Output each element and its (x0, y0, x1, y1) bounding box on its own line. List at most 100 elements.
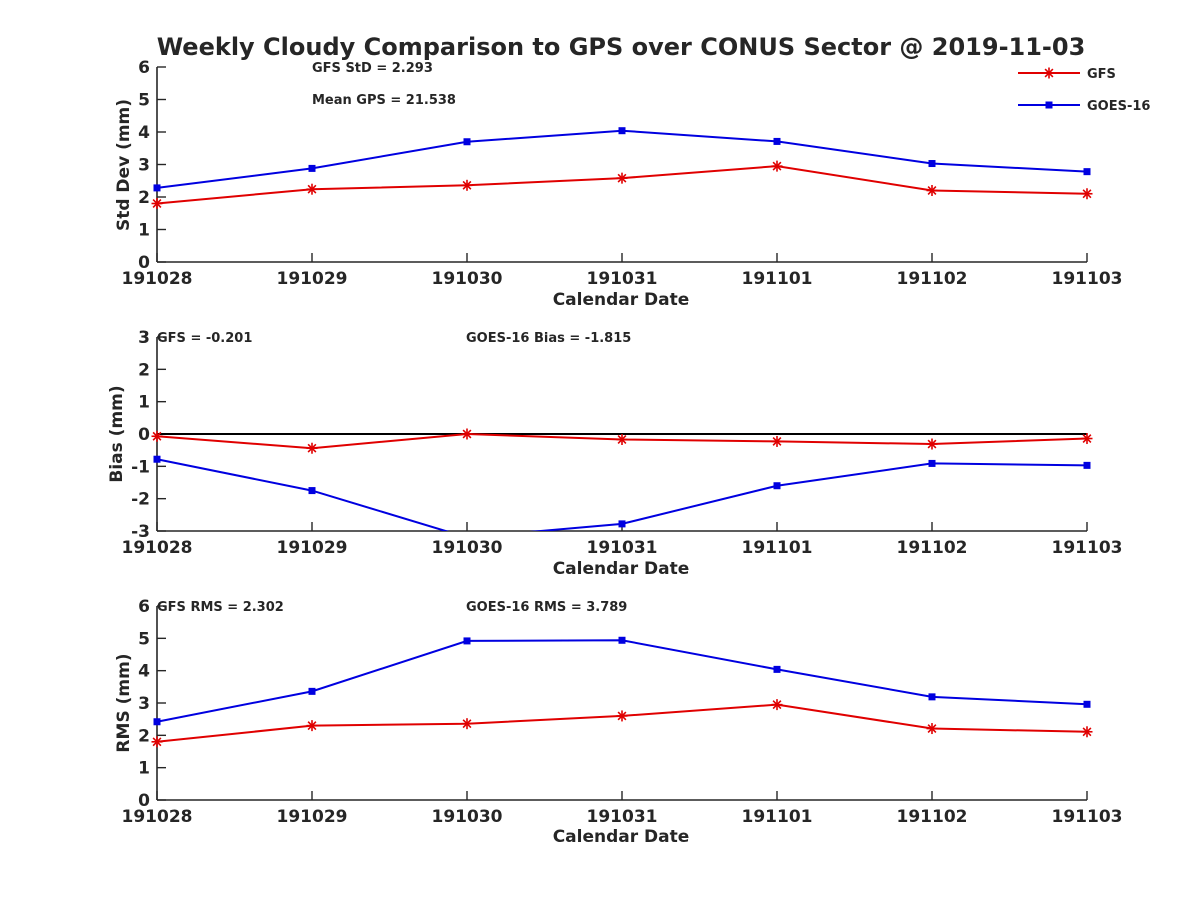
bias-series-group (151, 428, 1093, 531)
rms-goes-point (618, 636, 626, 644)
bias-goes-point (308, 487, 316, 495)
bias-x-tick-label: 191029 (277, 538, 348, 558)
bias-y-tick-label: 3 (138, 328, 150, 348)
stddev-goes-point (618, 127, 626, 135)
rms-gfs-point (151, 736, 163, 748)
rms-goes-point (1083, 700, 1091, 708)
bias-goes-point (618, 520, 626, 528)
rms-gfs-point (461, 718, 473, 730)
stddev-plot-area: 0 1 2 3 4 5 6 191028 191029 191030 191031 191101 191… (122, 58, 1123, 289)
stddev-y-tick-label: 4 (138, 123, 150, 143)
bias-gfs-point (306, 442, 318, 454)
stddev-goes-point (928, 160, 936, 168)
rms-panel: GFS RMS = 2.302 GOES-16 RMS = 3.789 RMS … (114, 597, 1122, 847)
bias-y-tick-label: -3 (131, 522, 150, 542)
stddev-x-tick-label: 191102 (897, 269, 968, 289)
rms-series-group (151, 636, 1093, 748)
bias-goes-point (153, 455, 161, 463)
rms-y-tick-label: 2 (138, 726, 150, 746)
bias-y-tick-label: 0 (138, 425, 150, 445)
bias-xlabel: Calendar Date (553, 559, 690, 579)
legend-goes-label: GOES-16 (1087, 99, 1150, 114)
stddev-gfs-point (771, 160, 783, 172)
stddev-x-tick-label: 191103 (1052, 269, 1123, 289)
bias-goes-point (773, 482, 781, 490)
stddev-gfs-point (306, 183, 318, 195)
rms-plot-area: 0 1 2 3 4 5 6 191028 191029 191030 191031 191101 191… (122, 597, 1123, 827)
rms-x-tick-label: 191103 (1052, 807, 1123, 827)
stddev-annotation-gfs: GFS StD = 2.293 (312, 61, 433, 76)
rms-goes-point (463, 637, 471, 645)
rms-gfs-point (926, 723, 938, 735)
rms-y-tick-label: 4 (138, 662, 150, 682)
bias-gfs-point (771, 435, 783, 447)
rms-goes-point (153, 718, 161, 726)
figure-title: Weekly Cloudy Comparison to GPS over CON… (157, 33, 1086, 61)
stddev-y-tick-label: 3 (138, 156, 150, 176)
bias-plot-area: -3 -2 -1 0 1 2 3 191028 191029 191030 191031 191101… (122, 328, 1123, 558)
legend-gfs-asterisk (1043, 67, 1055, 79)
stddev-panel: GFS StD = 2.293 Mean GPS = 21.538 Std De… (114, 58, 1122, 310)
rms-y-tick-label: 1 (138, 759, 150, 779)
stddev-gfs-point (461, 179, 473, 191)
stddev-gfs-point (151, 198, 163, 209)
rms-annotation-gfs: GFS RMS = 2.302 (157, 600, 284, 615)
bias-x-tick-label: 191031 (587, 538, 658, 558)
stddev-goes-point (1083, 168, 1091, 176)
rms-ylabel: RMS (mm) (114, 653, 134, 752)
bias-x-tick-label: 191102 (897, 538, 968, 558)
rms-xlabel: Calendar Date (553, 827, 690, 847)
stddev-annotation-mean: Mean GPS = 21.538 (312, 93, 456, 108)
stddev-y-tick-label: 5 (138, 91, 150, 111)
rms-y-tick-label: 5 (138, 629, 150, 649)
rms-gfs-point (306, 720, 318, 732)
stddev-goes-point (308, 164, 316, 172)
bias-ylabel: Bias (mm) (107, 385, 127, 482)
bias-gfs-point (926, 438, 938, 450)
rms-x-tick-label: 191031 (587, 807, 658, 827)
legend-gfs-label: GFS (1087, 67, 1116, 82)
legend-goes-marker (1045, 101, 1053, 109)
rms-y-tick-label: 0 (138, 791, 150, 811)
bias-x-tick-label: 191028 (122, 538, 193, 558)
rms-goes-point (928, 693, 936, 701)
stddev-y-tick-label: 1 (138, 221, 150, 241)
bias-x-tick-label: 191030 (432, 538, 503, 558)
stddev-x-tick-label: 191028 (122, 269, 193, 289)
stddev-x-tick-label: 191030 (432, 269, 503, 289)
bias-goes-point (1083, 461, 1091, 469)
rms-x-tick-label: 191029 (277, 807, 348, 827)
bias-gfs-point (1081, 433, 1093, 445)
stddev-ylabel: Std Dev (mm) (114, 99, 134, 231)
rms-goes-point (773, 665, 781, 673)
stddev-y-tick-label: 6 (138, 58, 150, 78)
rms-x-tick-label: 191030 (432, 807, 503, 827)
stddev-gfs-point (926, 185, 938, 196)
stddev-x-tick-label: 191101 (742, 269, 813, 289)
bias-annotation-goes: GOES-16 Bias = -1.815 (466, 331, 631, 346)
rms-gfs-point (1081, 726, 1093, 738)
bias-y-tick-label: 1 (138, 393, 150, 413)
bias-x-tick-label: 191103 (1052, 538, 1123, 558)
bias-goes-point (928, 459, 936, 467)
stddev-goes-point (463, 138, 471, 146)
bias-gfs-point (461, 428, 473, 440)
legend: GFS GOES-16 (1018, 67, 1150, 114)
stddev-gfs-point (616, 172, 628, 184)
bias-y-tick-label: 2 (138, 360, 150, 380)
stddev-x-tick-label: 191031 (587, 269, 658, 289)
rms-y-tick-label: 3 (138, 694, 150, 714)
bias-annotation-gfs: GFS = -0.201 (157, 331, 252, 346)
bias-x-tick-label: 191101 (742, 538, 813, 558)
rms-x-tick-label: 191101 (742, 807, 813, 827)
stddev-y-tick-label: 2 (138, 188, 150, 208)
bias-gfs-point (616, 433, 628, 445)
rms-x-tick-label: 191028 (122, 807, 193, 827)
bias-panel: GFS = -0.201 GOES-16 Bias = -1.815 Bias … (107, 328, 1122, 579)
stddev-goes-point (153, 184, 161, 192)
stddev-goes-point (773, 137, 781, 145)
rms-gfs-point (771, 699, 783, 711)
